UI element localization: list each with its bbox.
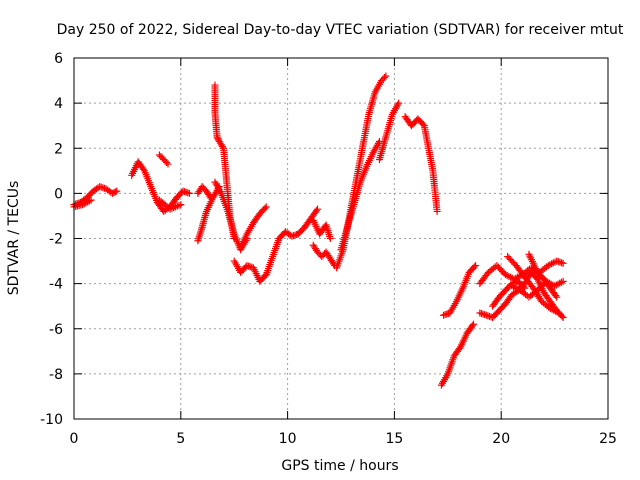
chart-title: Day 250 of 2022, Sidereal Day-to-day VTE…: [57, 22, 624, 38]
y-tick-label: 2: [54, 141, 63, 157]
data-point: [552, 292, 560, 300]
x-tick-label: 10: [279, 431, 297, 447]
data-point: [312, 207, 320, 215]
data-point: [559, 277, 567, 285]
data-point: [470, 263, 478, 271]
ticks: 0 5 10 15 20 25 -10 -8 -6 -4 -2 0 2 4 6: [40, 51, 617, 447]
data-point: [553, 293, 561, 301]
data-point: [558, 312, 566, 320]
data-point: [185, 189, 193, 197]
x-tick-label: 15: [385, 431, 403, 447]
data-point: [521, 284, 529, 292]
data-point: [213, 133, 221, 141]
data-point: [314, 205, 322, 213]
y-tick-label: 6: [54, 51, 63, 67]
data-point: [214, 134, 222, 142]
y-tick-label: -4: [49, 277, 63, 293]
data-point: [163, 159, 171, 167]
x-tick-label: 0: [70, 431, 79, 447]
data-point: [559, 259, 567, 267]
data-point: [433, 207, 441, 215]
data-point: [469, 320, 477, 328]
data-point: [113, 187, 121, 195]
y-tick-label: 0: [54, 186, 63, 202]
x-tick-label: 5: [176, 431, 185, 447]
y-tick-label: -8: [49, 367, 63, 383]
data-point: [382, 72, 390, 80]
x-tick-label: 20: [492, 431, 510, 447]
data-point: [207, 194, 215, 202]
data-point: [261, 204, 269, 212]
data-point: [555, 309, 563, 317]
data-point: [206, 192, 214, 200]
data-point: [395, 99, 403, 107]
x-tick-label: 25: [599, 431, 617, 447]
data-point: [472, 262, 480, 270]
data-point: [553, 308, 561, 316]
data-point: [468, 322, 476, 330]
y-tick-label: -6: [49, 322, 63, 338]
x-axis-label: GPS time / hours: [281, 458, 398, 474]
data-point: [262, 203, 270, 211]
data-point: [85, 197, 93, 205]
data-point: [326, 235, 334, 242]
data-point: [559, 313, 567, 321]
data-point: [419, 120, 427, 128]
data-point: [177, 201, 185, 209]
y-tick-label: 4: [54, 96, 63, 112]
y-axis-label: SDTVAR / TECUs: [6, 181, 22, 296]
data-point: [218, 143, 226, 151]
data-point: [111, 188, 119, 196]
data-point: [87, 196, 95, 204]
data-point: [380, 74, 388, 82]
data-point: [164, 160, 172, 168]
y-tick-label: -10: [40, 412, 63, 428]
y-tick-label: -2: [49, 232, 63, 248]
data-point: [519, 283, 527, 291]
data-point: [557, 278, 565, 286]
data-points: [70, 72, 567, 389]
